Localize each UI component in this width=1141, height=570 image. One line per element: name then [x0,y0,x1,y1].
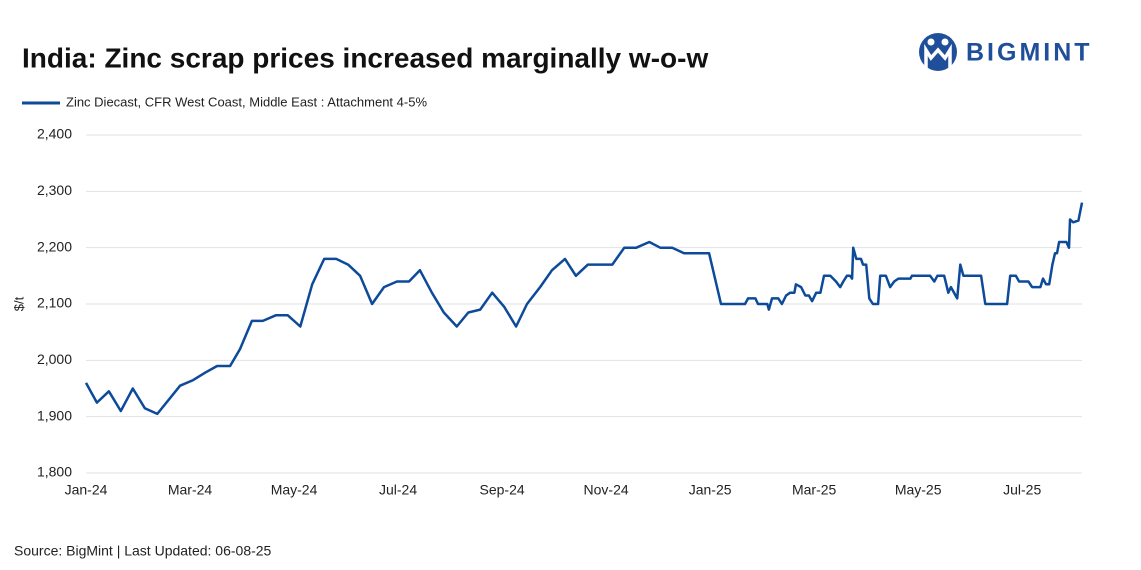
x-tick-label: Jan-24 [65,482,108,498]
y-tick-label: 1,900 [37,407,72,423]
x-tick-label: Jul-25 [1003,482,1041,498]
x-tick-label: Mar-24 [168,482,213,498]
x-tick-label: Nov-24 [584,482,629,498]
y-tick-label: 2,000 [37,351,72,367]
y-tick-label: 2,200 [37,238,72,254]
logo-icon [919,33,957,71]
source-note: Source: BigMint | Last Updated: 06-08-25 [14,543,272,559]
y-tick-label: 2,300 [37,182,72,198]
price-line [84,202,1084,416]
y-tick-label: 2,400 [37,126,72,142]
y-tick-label: 2,100 [37,295,72,311]
y-tick-label: 1,800 [37,464,72,480]
legend-label: Zinc Diecast, CFR West Coast, Middle Eas… [66,94,427,109]
x-tick-label: May-24 [271,482,318,498]
x-tick-label: Mar-25 [792,482,837,498]
x-tick-label: Jul-24 [379,482,417,498]
y-axis-label: $/t [11,296,26,311]
chart-title: India: Zinc scrap prices increased margi… [22,42,708,73]
x-tick-label: May-25 [895,482,942,498]
logo-text: BIGMINT [966,39,1093,67]
x-tick-label: Sep-24 [480,482,525,498]
x-tick-label: Jan-25 [689,482,732,498]
